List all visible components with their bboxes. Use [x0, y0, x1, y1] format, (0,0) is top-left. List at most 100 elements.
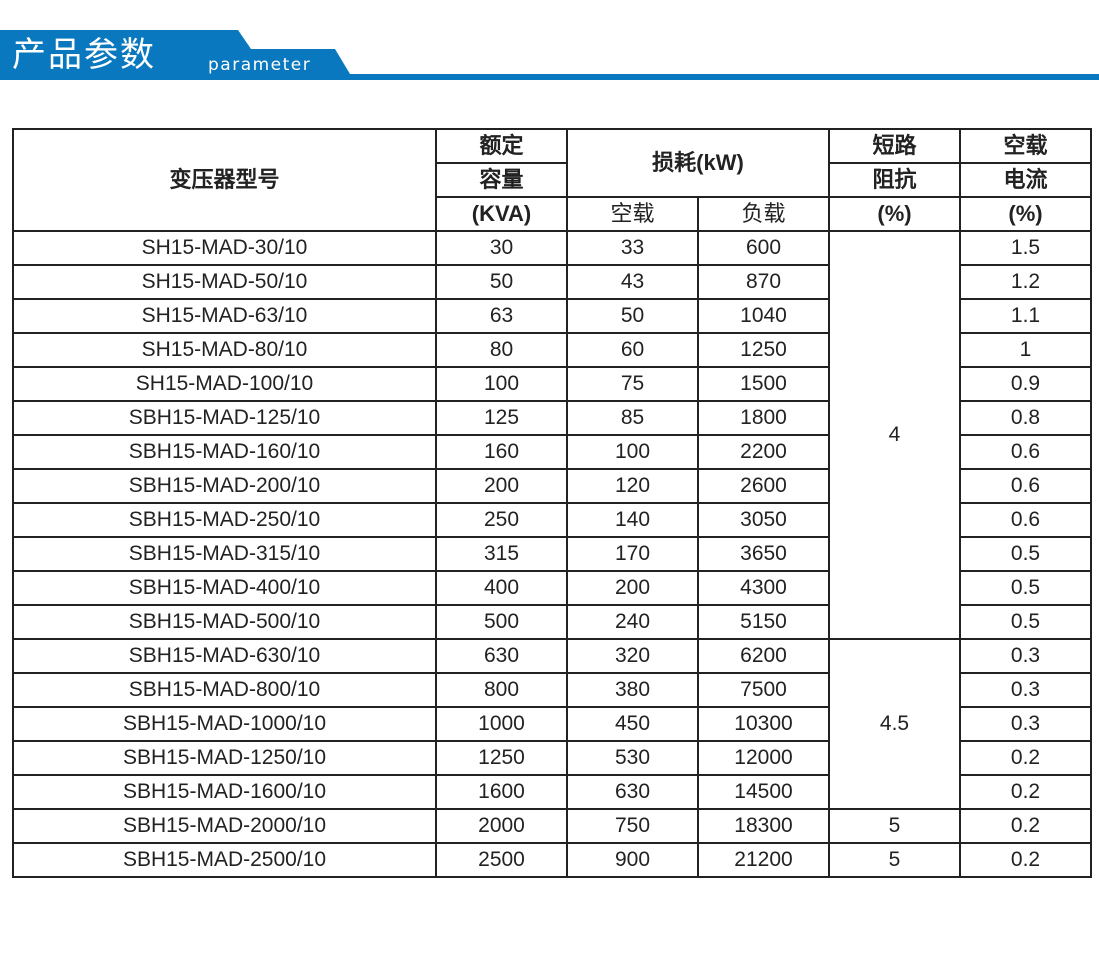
header-model: 变压器型号 [12, 128, 437, 232]
banner-shape [0, 30, 1099, 80]
cell-load-loss: 10300 [697, 706, 830, 742]
table-row: SBH15-MAD-800/10 800 380 7500 0.3 [12, 672, 1092, 708]
cell-noload-current: 0.5 [959, 570, 1092, 606]
cell-load-loss: 1040 [697, 298, 830, 334]
cell-load-loss: 1500 [697, 366, 830, 402]
cell-impedance: 4 [828, 230, 961, 640]
cell-noload-loss: 240 [566, 604, 699, 640]
cell-capacity: 125 [435, 400, 568, 436]
table-row: SBH15-MAD-500/10 500 240 5150 0.5 [12, 604, 1092, 640]
cell-noload-current: 0.2 [959, 842, 1092, 878]
table-row: SBH15-MAD-160/10 160 100 2200 0.6 [12, 434, 1092, 470]
table-row: SBH15-MAD-200/10 200 120 2600 0.6 [12, 468, 1092, 504]
cell-noload-loss: 60 [566, 332, 699, 368]
cell-capacity: 100 [435, 366, 568, 402]
cell-noload-current: 0.5 [959, 604, 1092, 640]
cell-capacity: 63 [435, 298, 568, 334]
cell-noload-loss: 100 [566, 434, 699, 470]
header-row: (KVA) 空载 负载 (%) (%) [13, 196, 1092, 232]
table-row: SBH15-MAD-315/10 315 170 3650 0.5 [12, 536, 1092, 572]
cell-noload-current: 0.2 [959, 740, 1092, 776]
table-row: SBH15-MAD-250/10 250 140 3050 0.6 [12, 502, 1092, 538]
header-impedance-1: 短路 [828, 128, 961, 164]
cell-model: SH15-MAD-50/10 [12, 264, 437, 300]
cell-model: SBH15-MAD-800/10 [12, 672, 437, 708]
cell-capacity: 250 [435, 502, 568, 538]
cell-impedance: 5 [828, 808, 961, 844]
cell-noload-current: 0.2 [959, 774, 1092, 810]
cell-model: SBH15-MAD-315/10 [12, 536, 437, 572]
cell-model: SBH15-MAD-630/10 [12, 638, 437, 674]
cell-capacity: 400 [435, 570, 568, 606]
cell-noload-loss: 43 [566, 264, 699, 300]
table-row: SH15-MAD-80/10 80 60 1250 1 [12, 332, 1092, 368]
cell-capacity: 1000 [435, 706, 568, 742]
cell-model: SBH15-MAD-2000/10 [12, 808, 437, 844]
cell-noload-loss: 530 [566, 740, 699, 776]
cell-noload-loss: 85 [566, 400, 699, 436]
section-title: 产品参数 [12, 35, 156, 75]
cell-model: SH15-MAD-80/10 [12, 332, 437, 368]
table-row: SBH15-MAD-1250/10 1250 530 12000 0.2 [12, 740, 1092, 776]
cell-load-loss: 18300 [697, 808, 830, 844]
cell-noload-loss: 450 [566, 706, 699, 742]
table-row: SH15-MAD-30/10 30 33 600 4 1.5 [12, 230, 1092, 640]
cell-load-loss: 4300 [697, 570, 830, 606]
cell-model: SH15-MAD-63/10 [12, 298, 437, 334]
cell-noload-loss: 33 [566, 230, 699, 266]
cell-noload-current: 1.5 [959, 230, 1092, 266]
table-row: SBH15-MAD-630/10 630 320 6200 4.5 0.3 [12, 638, 1092, 810]
cell-model: SBH15-MAD-1600/10 [12, 774, 437, 810]
cell-load-loss: 2200 [697, 434, 830, 470]
cell-load-loss: 2600 [697, 468, 830, 504]
table-row: SBH15-MAD-400/10 400 200 4300 0.5 [12, 570, 1092, 606]
cell-noload-current: 0.5 [959, 536, 1092, 572]
cell-noload-current: 0.9 [959, 366, 1092, 402]
cell-noload-current: 0.3 [959, 706, 1092, 742]
cell-model: SBH15-MAD-500/10 [12, 604, 437, 640]
cell-load-loss: 870 [697, 264, 830, 300]
cell-noload-loss: 900 [566, 842, 699, 878]
cell-noload-loss: 200 [566, 570, 699, 606]
cell-load-loss: 21200 [697, 842, 830, 878]
table-row: SBH15-MAD-2000/10 2000 750 18300 5 0.2 [12, 808, 1092, 844]
cell-noload-loss: 320 [566, 638, 699, 674]
header-impedance-2: 阻抗 [828, 162, 961, 198]
cell-model: SH15-MAD-30/10 [12, 230, 437, 266]
cell-load-loss: 14500 [697, 774, 830, 810]
cell-model: SBH15-MAD-400/10 [12, 570, 437, 606]
header-capacity-unit: (KVA) [435, 196, 568, 232]
header-capacity-2: 容量 [435, 162, 568, 198]
cell-model: SBH15-MAD-2500/10 [12, 842, 437, 878]
cell-model: SBH15-MAD-250/10 [12, 502, 437, 538]
cell-noload-loss: 75 [566, 366, 699, 402]
table-row: SH15-MAD-100/10 100 75 1500 0.9 [12, 366, 1092, 402]
cell-noload-current: 0.3 [959, 638, 1092, 674]
cell-noload-current: 0.2 [959, 808, 1092, 844]
cell-load-loss: 7500 [697, 672, 830, 708]
cell-noload-loss: 170 [566, 536, 699, 572]
header-current-unit: (%) [959, 196, 1092, 232]
cell-model: SBH15-MAD-1250/10 [12, 740, 437, 776]
header-row: 变压器型号 额定 损耗(kW) 短路 空载 [12, 128, 1092, 232]
cell-capacity: 630 [435, 638, 568, 674]
table-row: SBH15-MAD-125/10 125 85 1800 0.8 [12, 400, 1092, 436]
cell-noload-loss: 750 [566, 808, 699, 844]
cell-noload-loss: 630 [566, 774, 699, 810]
cell-noload-loss: 140 [566, 502, 699, 538]
cell-load-loss: 1250 [697, 332, 830, 368]
cell-capacity: 160 [435, 434, 568, 470]
cell-capacity: 1600 [435, 774, 568, 810]
header-capacity-1: 额定 [435, 128, 568, 164]
cell-load-loss: 12000 [697, 740, 830, 776]
cell-capacity: 200 [435, 468, 568, 504]
cell-noload-current: 1.2 [959, 264, 1092, 300]
cell-capacity: 1250 [435, 740, 568, 776]
cell-capacity: 500 [435, 604, 568, 640]
parameter-table: 变压器型号 额定 损耗(kW) 短路 空载 容量 阻抗 电流 (KVA) 空载 … [12, 128, 1092, 878]
cell-load-loss: 3650 [697, 536, 830, 572]
table-row: SBH15-MAD-2500/10 2500 900 21200 5 0.2 [12, 842, 1092, 878]
cell-model: SBH15-MAD-200/10 [12, 468, 437, 504]
cell-noload-current: 0.6 [959, 468, 1092, 504]
header-row: 容量 阻抗 电流 [13, 162, 1092, 198]
